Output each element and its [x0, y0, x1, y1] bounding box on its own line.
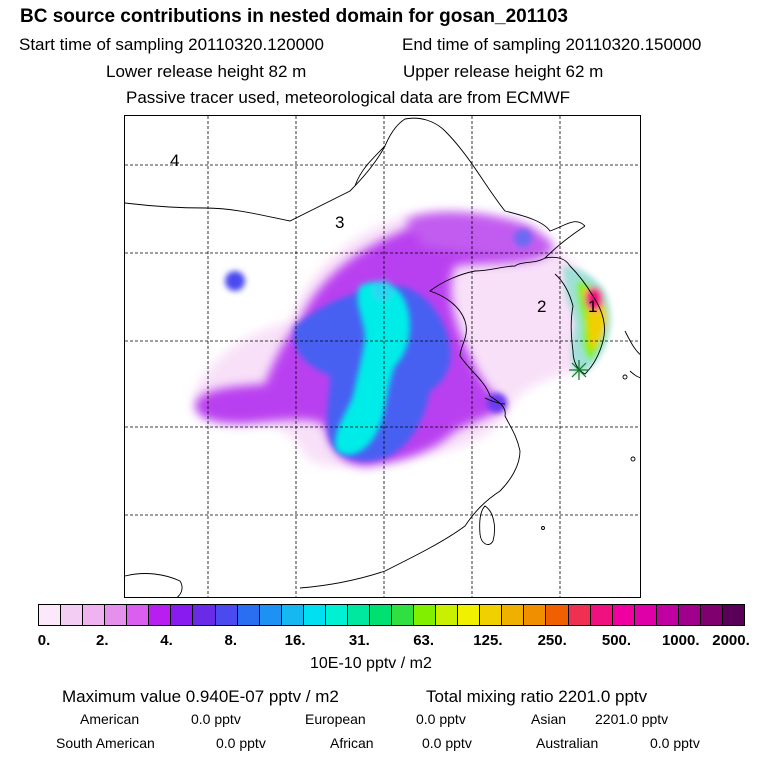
end-time-label: End time of sampling 20110320.150000	[402, 35, 702, 54]
colorbar-tick-label: 1000.	[661, 632, 700, 649]
colorbar-segment	[480, 605, 503, 625]
colorbar-segment	[259, 605, 282, 625]
colorbar-segment	[171, 605, 194, 625]
colorbar-segment	[193, 605, 216, 625]
colorbar-tick-label: 31.	[348, 632, 370, 649]
colorbar-segment	[700, 605, 723, 625]
european-value: 0.0 pptv	[416, 711, 466, 727]
colorbar-segment	[83, 605, 106, 625]
colorbar-segment	[612, 605, 635, 625]
total-mixing-label: Total mixing ratio 2201.0 pptv	[426, 687, 648, 706]
colorbar-tick-label: 63.	[413, 632, 435, 649]
colorbar-segment	[105, 605, 128, 625]
plume-northeast	[405, 211, 550, 258]
asian-value: 2201.0 pptv	[595, 711, 669, 727]
colorbar	[38, 604, 745, 626]
colorbar-segment	[347, 605, 370, 625]
colorbar-segment	[369, 605, 392, 625]
colorbar-segment	[303, 605, 326, 625]
colorbar-segment	[678, 605, 701, 625]
coastlines	[125, 117, 640, 597]
american-value: 0.0 pptv	[191, 711, 241, 727]
south-american-value: 0.0 pptv	[216, 735, 266, 751]
colorbar-segment	[392, 605, 415, 625]
map-canvas	[125, 116, 640, 597]
colorbar-segment	[524, 605, 547, 625]
colorbar-tick-label: 125.	[473, 632, 503, 649]
region-label-3: 3	[335, 213, 345, 232]
colorbar-tick-label: 250.	[537, 632, 567, 649]
colorbar-segment	[127, 605, 150, 625]
colorbar-segment	[215, 605, 238, 625]
colorbar-segment	[237, 605, 260, 625]
plume-blue-isolated	[225, 271, 245, 291]
colorbar-segment	[325, 605, 348, 625]
south-american-label: South American	[56, 735, 155, 751]
colorbar-tick-label: 2000.	[712, 632, 750, 649]
concentration-field	[195, 211, 611, 467]
max-value-label: Maximum value 0.940E-07 pptv / m2	[62, 687, 339, 706]
colorbar-segment	[546, 605, 569, 625]
colorbar-tick-label: 0.	[37, 632, 51, 649]
asian-label: Asian	[531, 711, 567, 727]
plume-core	[335, 281, 410, 455]
map-panel: 1 2 3 4	[124, 115, 641, 598]
colorbar-segment	[149, 605, 172, 625]
lat-lon-grid	[125, 116, 640, 597]
colorbar-segment	[656, 605, 679, 625]
tracer-label: Passive tracer used, meteorological data…	[126, 88, 571, 107]
upper-release-label: Upper release height 62 m	[403, 62, 604, 81]
colorbar-segment	[590, 605, 613, 625]
region-label-2: 2	[537, 297, 547, 316]
colorbar-segment	[61, 605, 84, 625]
colorbar-tick-label: 16.	[284, 632, 306, 649]
african-label: African	[330, 735, 374, 751]
australian-value: 0.0 pptv	[650, 735, 700, 751]
colorbar-segment	[281, 605, 304, 625]
african-value: 0.0 pptv	[422, 735, 472, 751]
colorbar-segment	[568, 605, 591, 625]
receptor-star-marker	[569, 360, 589, 380]
colorbar-segment	[722, 605, 744, 625]
colorbar-tick-label: 2.	[96, 632, 109, 649]
colorbar-tick-label: 500.	[601, 632, 632, 649]
american-label: American	[80, 711, 140, 727]
european-label: European	[305, 711, 366, 727]
colorbar-segment	[634, 605, 657, 625]
colorbar-segment	[436, 605, 459, 625]
colorbar-segment	[39, 605, 62, 625]
colorbar-segment	[414, 605, 437, 625]
colorbar-segment	[458, 605, 481, 625]
australian-label: Australian	[536, 735, 599, 751]
colorbar-segment	[502, 605, 525, 625]
region-label-1: 1	[588, 297, 598, 316]
figure-title: BC source contributions in nested domain…	[20, 6, 568, 27]
colorbar-unit-label: 10E-10 pptv / m2	[310, 655, 432, 672]
colorbar-tick-label: 4.	[160, 632, 173, 649]
lower-release-label: Lower release height 82 m	[106, 62, 307, 81]
region-label-4: 4	[170, 151, 180, 170]
colorbar-tick-label: 8.	[224, 632, 238, 649]
start-time-label: Start time of sampling 20110320.120000	[19, 35, 324, 54]
